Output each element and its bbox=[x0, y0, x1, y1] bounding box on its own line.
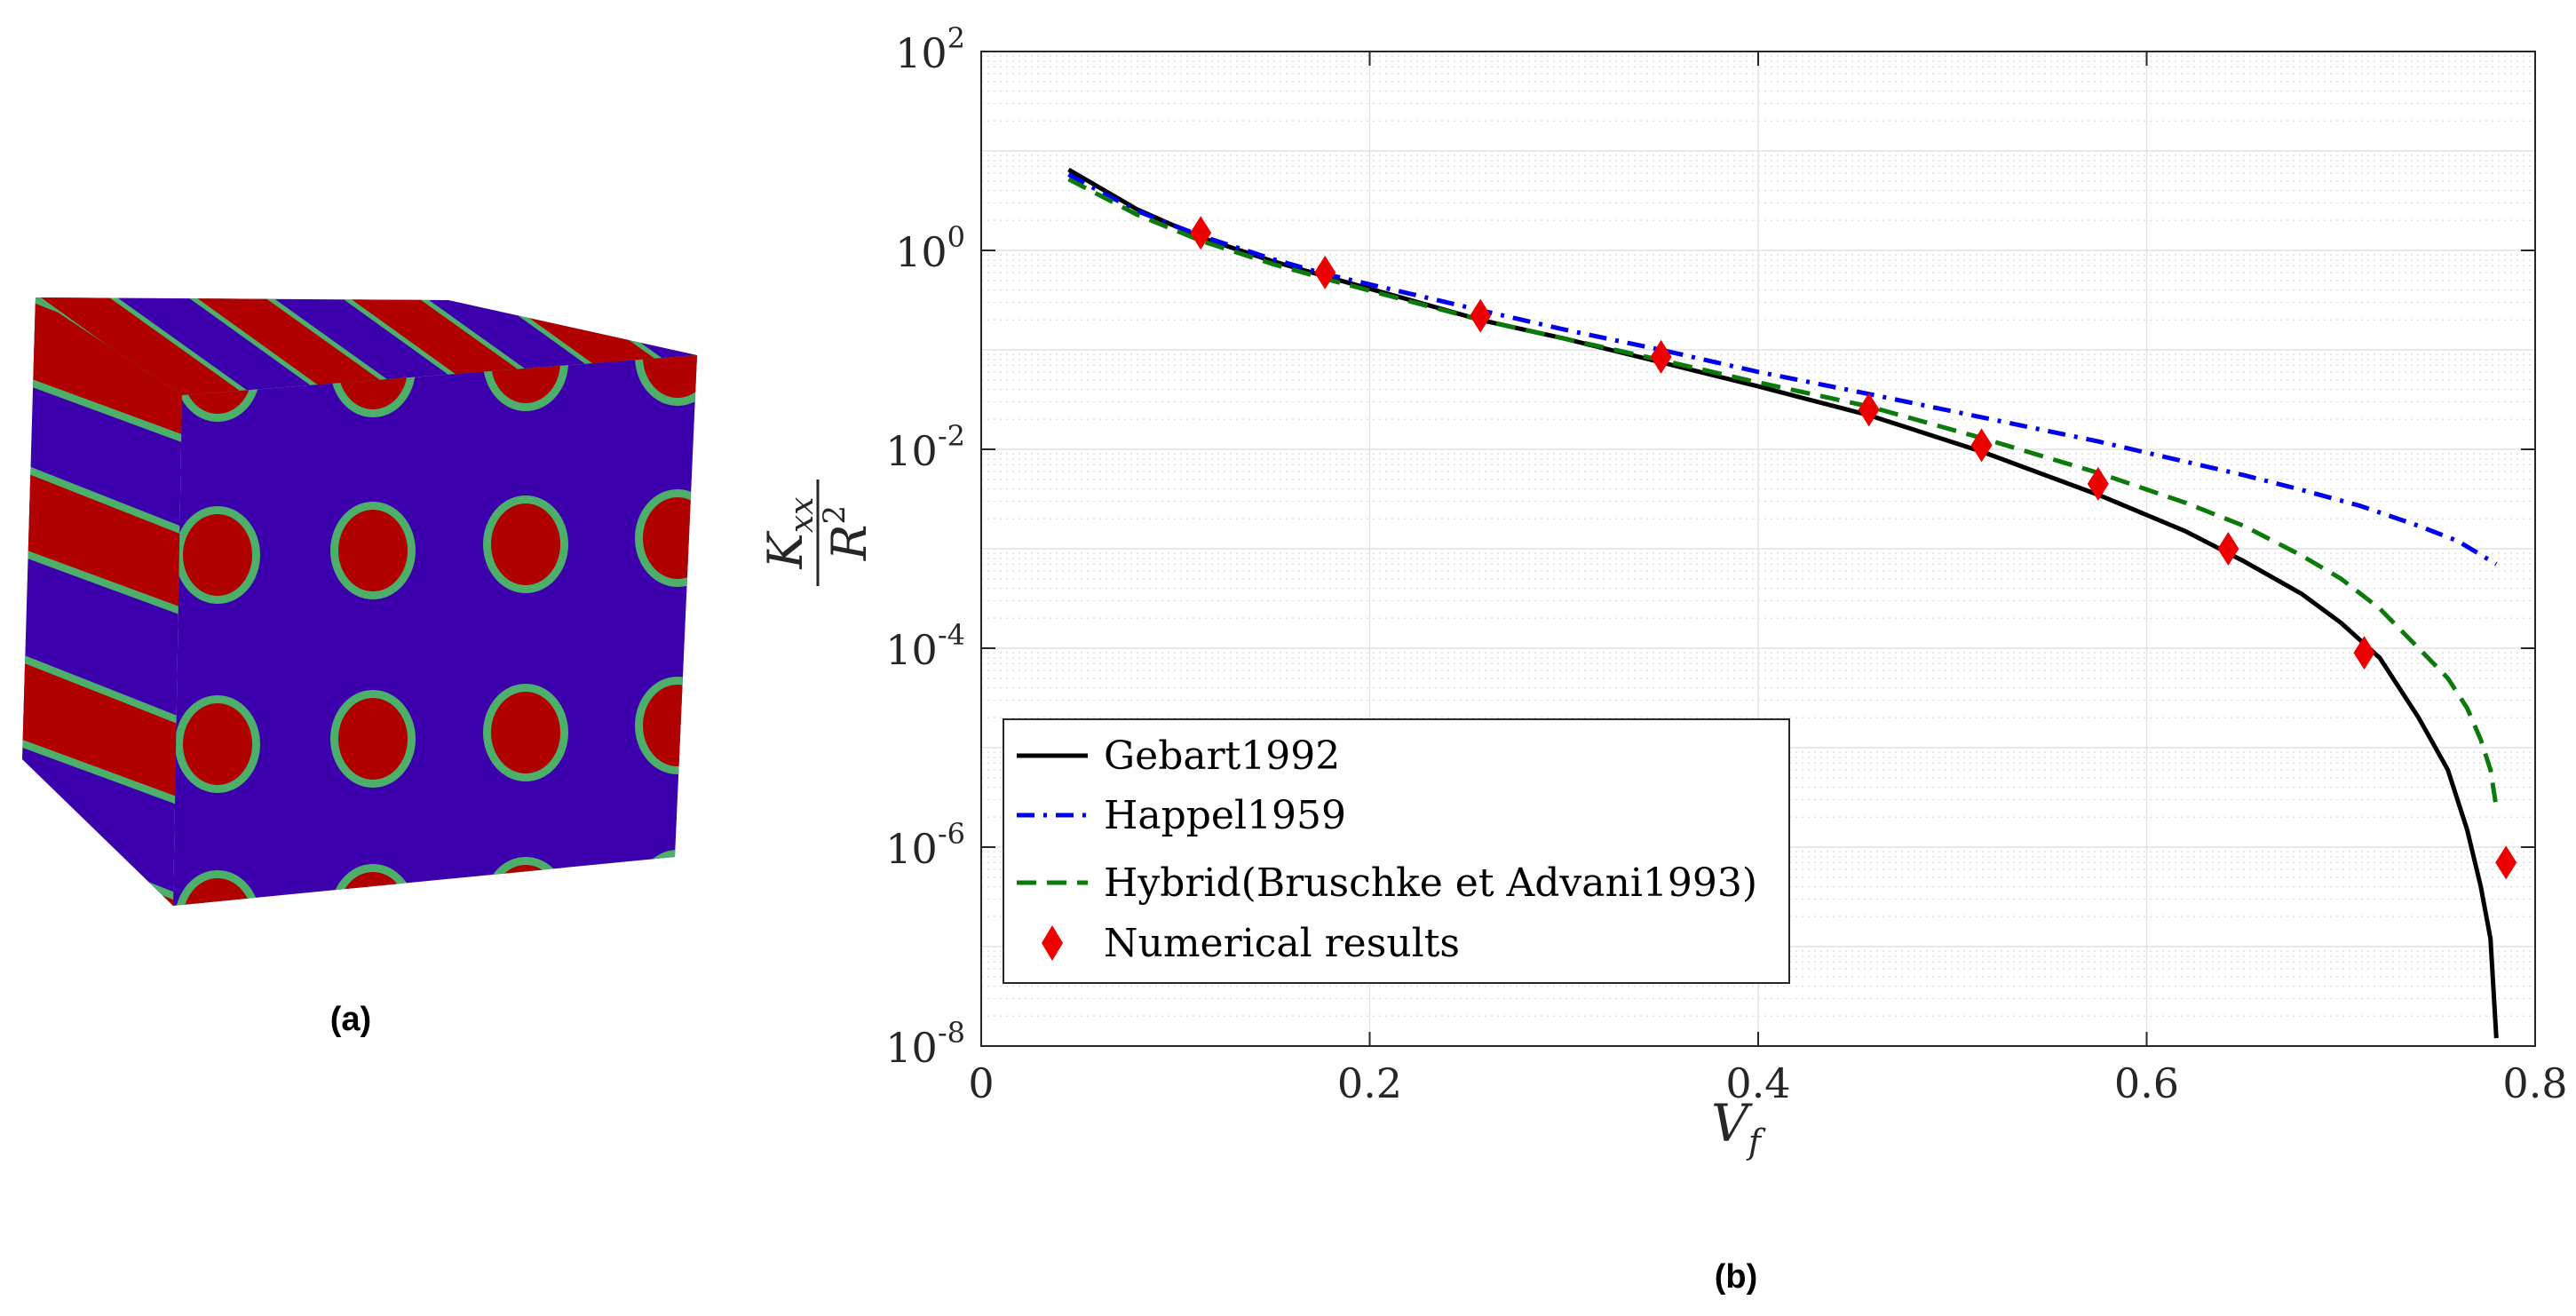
cube-front-face bbox=[173, 355, 697, 906]
numerical-result-marker bbox=[2087, 466, 2109, 501]
y-tick-exponent: -2 bbox=[938, 419, 965, 453]
y-tick-base: 10 bbox=[885, 825, 938, 873]
fiber-core bbox=[491, 503, 560, 585]
numerical-result-marker bbox=[1470, 298, 1492, 333]
legend-entry-numerical: Numerical results bbox=[1104, 921, 1460, 966]
legend-entry-happel: Happel1959 bbox=[1104, 793, 1346, 838]
y-label-K: K bbox=[757, 530, 813, 569]
numerical-result-marker bbox=[1650, 339, 1672, 374]
fiber-core bbox=[183, 878, 252, 906]
fiber-core bbox=[338, 510, 408, 591]
numerical-result-marker bbox=[2217, 532, 2239, 566]
y-tick-exponent: -8 bbox=[938, 1016, 965, 1050]
y-tick-base: 10 bbox=[895, 228, 947, 276]
y-tick-label: 100 bbox=[895, 220, 965, 276]
side-fiber-core bbox=[22, 470, 182, 609]
y-tick-label: 102 bbox=[895, 21, 965, 77]
series-line-hybrid-bruschke-et-advani1993- bbox=[1067, 177, 2499, 808]
fiber-core bbox=[643, 685, 697, 766]
fiber-core bbox=[491, 692, 560, 773]
legend-entry-gebart: Gebart1992 bbox=[1104, 733, 1340, 779]
y-tick-label: 10-2 bbox=[885, 419, 965, 475]
x-tick-label: 0.4 bbox=[1725, 1059, 1790, 1107]
y-label-xx: xx bbox=[784, 497, 820, 534]
panel-b-label: (b) bbox=[1715, 1258, 1758, 1296]
fiber-cube-render bbox=[22, 297, 697, 906]
fiber-core bbox=[643, 355, 697, 398]
numerical-results-markers bbox=[1190, 216, 2517, 880]
x-axis-label-main: V bbox=[1711, 1093, 1753, 1153]
y-tick-base: 10 bbox=[895, 29, 947, 77]
y-axis-label-denominator: R2 bbox=[817, 505, 877, 561]
legend: Gebart1992 Happel1959 Hybrid(Bruschke et… bbox=[1003, 718, 1790, 984]
fiber-interface bbox=[635, 850, 697, 906]
y-tick-exponent: -4 bbox=[938, 618, 965, 652]
side-fiber-core bbox=[22, 661, 182, 800]
x-tick-label: 0.8 bbox=[2502, 1059, 2567, 1107]
y-tick-label: 10-6 bbox=[885, 817, 965, 873]
numerical-result-marker bbox=[1858, 392, 1880, 427]
fiber-core bbox=[643, 497, 697, 579]
y-tick-exponent: -6 bbox=[938, 817, 965, 851]
fiber-core bbox=[183, 703, 252, 785]
fiber-core bbox=[183, 514, 252, 596]
y-axis-label: Kxx R2 bbox=[757, 480, 877, 586]
fiber-core bbox=[643, 858, 697, 906]
fiber-interface bbox=[483, 857, 568, 906]
numerical-result-marker bbox=[2353, 636, 2375, 670]
numerical-result-marker bbox=[2495, 845, 2517, 880]
legend-swatch-numerical bbox=[1042, 925, 1063, 961]
numerical-result-marker bbox=[1314, 255, 1336, 289]
top-fiber-core bbox=[190, 297, 408, 395]
y-label-2: 2 bbox=[817, 505, 852, 525]
y-tick-base: 10 bbox=[885, 1024, 938, 1072]
fiber-core bbox=[338, 872, 408, 906]
y-tick-label: 10-8 bbox=[885, 1016, 965, 1072]
axis-ticks bbox=[980, 51, 2536, 1047]
fiber-core bbox=[338, 698, 408, 780]
legend-entry-hybrid: Hybrid(Bruschke et Advani1993) bbox=[1104, 860, 1757, 906]
y-tick-exponent: 2 bbox=[947, 21, 965, 55]
numerical-result-marker bbox=[1970, 428, 1993, 463]
legend-box bbox=[1003, 718, 1790, 984]
numerical-result-marker bbox=[1190, 216, 1212, 250]
x-tick-label: 0.6 bbox=[2114, 1059, 2179, 1107]
x-tick-label: 0.2 bbox=[1337, 1059, 1402, 1107]
x-tick-labels: 0 0.2 0.4 0.6 0.8 bbox=[968, 1059, 2567, 1107]
top-fiber-core bbox=[36, 297, 252, 395]
y-label-R: R bbox=[821, 524, 877, 561]
y-axis-label-numerator: Kxx bbox=[757, 497, 820, 570]
y-tick-base: 10 bbox=[885, 427, 938, 475]
y-tick-label: 10-4 bbox=[885, 618, 965, 674]
x-axis-label-sub: f bbox=[1746, 1122, 1766, 1161]
y-tick-exponent: 0 bbox=[947, 220, 965, 254]
panel-a-label: (a) bbox=[330, 1001, 371, 1038]
side-fiber-core bbox=[22, 297, 182, 436]
y-tick-base: 10 bbox=[885, 626, 938, 674]
x-tick-label: 0 bbox=[968, 1059, 994, 1107]
fiber-core bbox=[491, 865, 560, 906]
